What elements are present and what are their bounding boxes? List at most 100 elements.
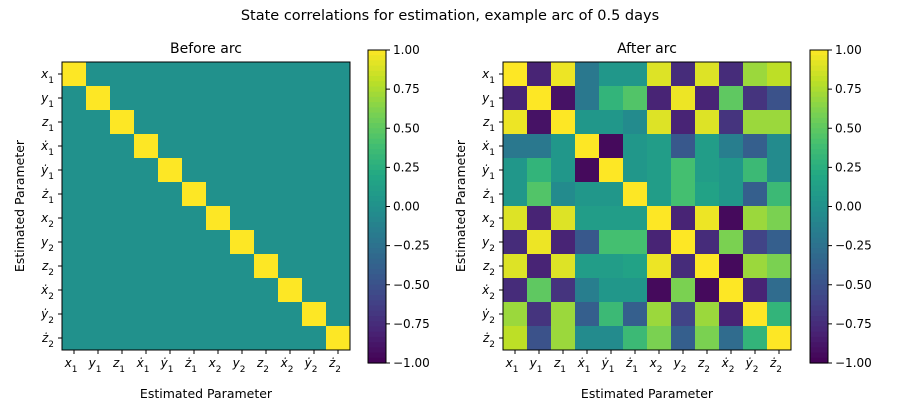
heatmap-cell: [623, 278, 648, 303]
heatmap-cell: [551, 326, 576, 351]
heatmap-cell: [206, 110, 231, 135]
heatmap-cell: [62, 302, 87, 327]
colorbar-segment: [368, 232, 386, 239]
heatmap-cell: [278, 302, 303, 327]
heatmap-cell: [551, 62, 576, 87]
heatmap-cell: [278, 254, 303, 279]
heatmap-cell: [278, 230, 303, 255]
colorbar-segment: [810, 65, 828, 72]
colorbar-tick-label: −1.00: [393, 356, 430, 370]
heatmap-cell: [254, 326, 279, 351]
heatmap-cell: [206, 302, 231, 327]
heatmap-cell: [86, 62, 111, 87]
colorbar-segment: [368, 55, 386, 62]
heatmap-cell: [719, 158, 744, 183]
heatmap-cell: [110, 134, 135, 159]
colorbar-segment: [368, 133, 386, 140]
heatmap-cell: [719, 230, 744, 255]
heatmap-cell: [671, 158, 696, 183]
x-tick-label: ż1: [184, 356, 197, 375]
heatmap-cell: [719, 110, 744, 135]
heatmap-cell: [575, 134, 600, 159]
y-tick-label: ẏ2: [481, 307, 495, 326]
y-tick-label: ẏ1: [481, 163, 495, 182]
colorbar-segment: [368, 269, 386, 275]
colorbar-segment: [810, 185, 828, 192]
x-tick-label: y2: [232, 356, 246, 375]
heatmap-cell: [551, 254, 576, 279]
heatmap-cell: [623, 62, 648, 87]
colorbar-tick-label: −0.25: [393, 239, 430, 253]
colorbar-segment: [368, 279, 386, 286]
heatmap-cell: [110, 230, 135, 255]
heatmap-cell: [671, 206, 696, 231]
heatmap-cell: [182, 110, 207, 135]
heatmap-cell: [158, 206, 183, 231]
colorbar-segment: [368, 107, 386, 114]
heatmap-cell: [158, 158, 183, 183]
x-tick-label: ẋ1: [136, 356, 150, 375]
axes-title: Before arc: [170, 41, 242, 57]
heatmap-cell: [767, 230, 792, 255]
heatmap-cell: [326, 278, 351, 303]
heatmap-cell: [575, 326, 600, 351]
heatmap-cell: [647, 86, 672, 111]
y-tick-label: y2: [481, 235, 495, 254]
heatmap-cell: [647, 110, 672, 135]
heatmap-cell: [503, 230, 528, 255]
heatmap-cell: [719, 278, 744, 303]
heatmap-cell: [575, 278, 600, 303]
y-tick-label: ẋ2: [481, 283, 495, 302]
heatmap-cell: [767, 254, 792, 279]
heatmap-cell: [695, 230, 720, 255]
heatmap-cell: [623, 134, 648, 159]
heatmap-cell: [254, 86, 279, 111]
heatmap-cell: [767, 158, 792, 183]
heatmap-cell: [599, 206, 624, 231]
colorbar-segment: [810, 357, 828, 364]
heatmap-cell: [647, 254, 672, 279]
colorbar-segment: [810, 284, 828, 291]
heatmap-cell: [551, 230, 576, 255]
heatmap-cell: [206, 230, 231, 255]
colorbar-tick-label: 0.50: [835, 121, 862, 135]
heatmap-cell: [278, 278, 303, 303]
colorbar-segment: [810, 70, 828, 77]
y-tick-label: x2: [481, 211, 495, 230]
heatmap-cell: [743, 110, 768, 135]
heatmap-cell: [719, 302, 744, 327]
heatmap-cell: [743, 254, 768, 279]
colorbar-segment: [368, 222, 386, 228]
heatmap-cell: [86, 86, 111, 111]
heatmap-cell: [110, 254, 135, 279]
heatmap-cell: [671, 254, 696, 279]
colorbar-segment: [368, 336, 386, 343]
heatmap-cell: [671, 86, 696, 111]
heatmap-cell: [575, 302, 600, 327]
y-tick-label: ẋ2: [40, 283, 54, 302]
colorbar-segment: [368, 159, 386, 166]
colorbar-tick-label: −0.50: [393, 278, 430, 292]
heatmap-cell: [230, 134, 255, 159]
heatmap-cell: [647, 302, 672, 327]
colorbar-segment: [368, 227, 386, 234]
colorbar-segment: [810, 164, 828, 171]
heatmap-cell: [206, 134, 231, 159]
heatmap-cell: [647, 182, 672, 207]
colorbar-segment: [810, 190, 828, 197]
heatmap-cell: [86, 110, 111, 135]
heatmap-cell: [254, 62, 279, 87]
heatmap-cell: [158, 86, 183, 111]
y-tick-label: ẋ1: [40, 139, 54, 158]
x-tick-label: z1: [553, 356, 566, 375]
heatmap-cell: [302, 326, 327, 351]
heatmap-cell: [503, 110, 528, 135]
colorbar-segment: [368, 149, 386, 155]
heatmap-cell: [110, 206, 135, 231]
colorbar-segment: [810, 55, 828, 62]
heatmap-cell: [62, 230, 87, 255]
heatmap-cell: [623, 182, 648, 207]
heatmap-cell: [278, 206, 303, 231]
heatmap-cell: [743, 182, 768, 207]
colorbar-segment: [368, 175, 386, 182]
